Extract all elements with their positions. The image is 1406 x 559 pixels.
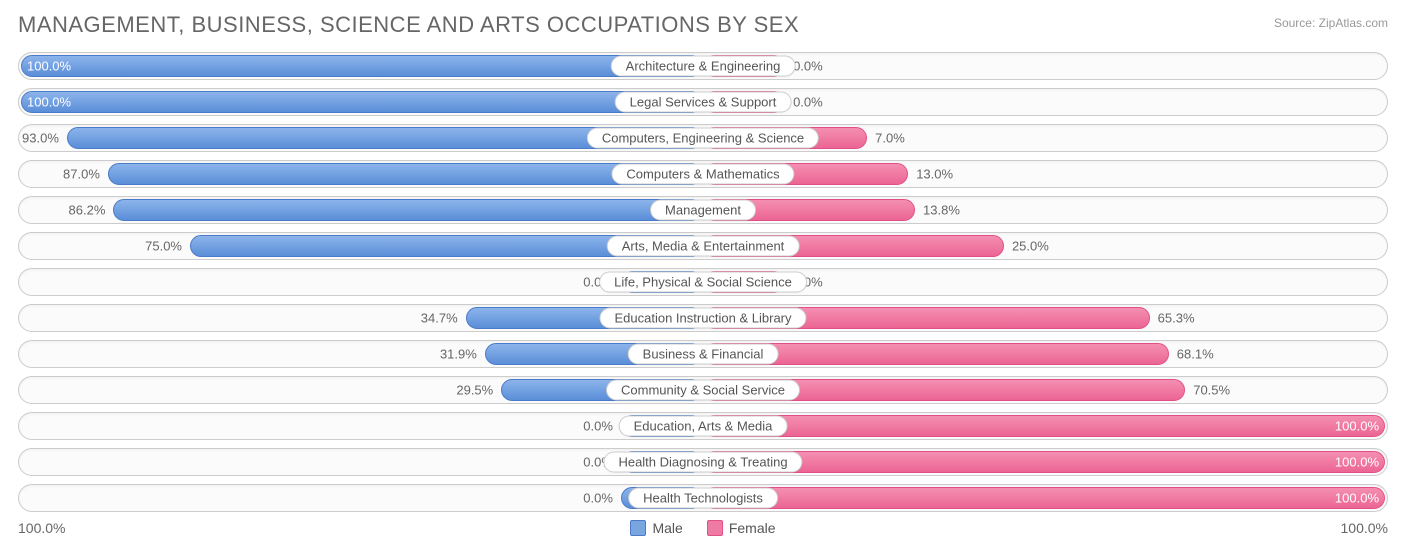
chart-row: 0.0% 100.0% Education, Arts & Media (18, 412, 1388, 440)
category-label: Management (650, 200, 756, 221)
male-pct-label: 87.0% (63, 167, 100, 182)
category-label: Business & Financial (628, 344, 779, 365)
female-pct-label: 7.0% (875, 131, 905, 146)
male-swatch-icon (630, 520, 646, 536)
legend-female-label: Female (729, 520, 776, 536)
chart-row: 29.5% 70.5% Community & Social Service (18, 376, 1388, 404)
category-label: Computers, Engineering & Science (587, 128, 819, 149)
female-swatch-icon (707, 520, 723, 536)
axis-left-label: 100.0% (18, 520, 65, 536)
chart-row: 31.9% 68.1% Business & Financial (18, 340, 1388, 368)
female-pct-label: 100.0% (1335, 455, 1379, 470)
female-pct-label: 13.8% (923, 203, 960, 218)
legend: Male Female (630, 520, 775, 536)
female-pct-label: 100.0% (1335, 419, 1379, 434)
legend-item-female: Female (707, 520, 776, 536)
female-bar (703, 451, 1385, 473)
male-pct-label: 93.0% (22, 131, 59, 146)
legend-male-label: Male (652, 520, 682, 536)
male-pct-label: 100.0% (27, 59, 71, 74)
category-label: Life, Physical & Social Science (599, 272, 807, 293)
chart-row: 100.0% 0.0%Architecture & Engineering (18, 52, 1388, 80)
category-label: Arts, Media & Entertainment (607, 236, 800, 257)
female-pct-label: 70.5% (1193, 383, 1230, 398)
chart-row: 0.0%100.0%Health Diagnosing & Treating (18, 448, 1388, 476)
chart-source: Source: ZipAtlas.com (1274, 16, 1388, 30)
female-pct-label: 65.3% (1158, 311, 1195, 326)
male-pct-label: 34.7% (421, 311, 458, 326)
category-label: Community & Social Service (606, 380, 800, 401)
chart-row: 0.0%0.0%Life, Physical & Social Science (18, 268, 1388, 296)
female-pct-label: 68.1% (1177, 347, 1214, 362)
chart-row: 93.0% 7.0% Computers, Engineering & Scienc… (18, 124, 1388, 152)
male-pct-label: 75.0% (145, 239, 182, 254)
category-label: Health Technologists (628, 488, 778, 509)
male-pct-label: 29.5% (456, 383, 493, 398)
chart-row: 75.0% 25.0% Arts, Media & Entertainment (18, 232, 1388, 260)
category-label: Education Instruction & Library (599, 308, 806, 329)
legend-item-male: Male (630, 520, 682, 536)
female-pct-label: 100.0% (1335, 491, 1379, 506)
male-bar (21, 91, 703, 113)
chart-footer: 100.0% Male Female 100.0% (18, 520, 1388, 536)
female-pct-label: 0.0% (793, 59, 823, 74)
male-bar (113, 199, 703, 221)
male-pct-label: 31.9% (440, 347, 477, 362)
chart-title: MANAGEMENT, BUSINESS, SCIENCE AND ARTS O… (18, 12, 799, 38)
chart-row: 100.0% 0.0%Legal Services & Support (18, 88, 1388, 116)
axis-right-label: 100.0% (1341, 520, 1388, 536)
chart-row: 34.7% 65.3% Education Instruction & Librar… (18, 304, 1388, 332)
category-label: Architecture & Engineering (611, 56, 796, 77)
chart-row: 0.0% 100.0% Health Technologists (18, 484, 1388, 512)
female-bar (703, 487, 1385, 509)
female-pct-label: 0.0% (793, 95, 823, 110)
chart-header: MANAGEMENT, BUSINESS, SCIENCE AND ARTS O… (18, 12, 1388, 38)
male-pct-label: 0.0% (583, 419, 613, 434)
diverging-bar-chart: 100.0%0.0%Architecture & Engineering100.… (18, 52, 1388, 512)
female-pct-label: 25.0% (1012, 239, 1049, 254)
male-bar (21, 55, 703, 77)
chart-row: 87.0% 13.0% Computers & Mathematics (18, 160, 1388, 188)
male-pct-label: 100.0% (27, 95, 71, 110)
category-label: Computers & Mathematics (611, 164, 794, 185)
female-bar (703, 415, 1385, 437)
category-label: Legal Services & Support (615, 92, 792, 113)
male-pct-label: 86.2% (69, 203, 106, 218)
male-pct-label: 0.0% (583, 491, 613, 506)
female-pct-label: 13.0% (916, 167, 953, 182)
category-label: Health Diagnosing & Treating (603, 452, 802, 473)
chart-row: 86.2% 13.8% Management (18, 196, 1388, 224)
category-label: Education, Arts & Media (619, 416, 788, 437)
